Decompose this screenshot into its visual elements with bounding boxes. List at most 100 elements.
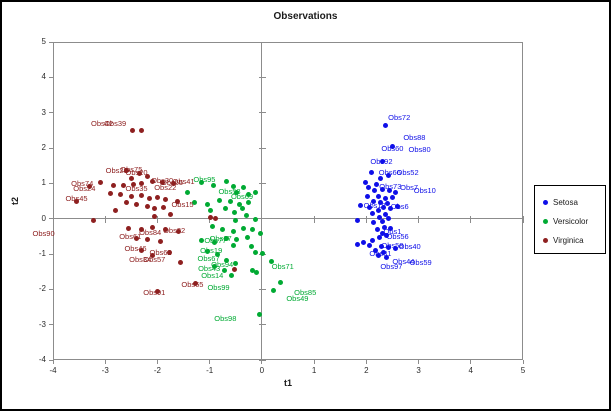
data-point-virginica[interactable]: [166, 250, 172, 256]
data-point-versicolor[interactable]: [256, 312, 262, 318]
data-point-setosa[interactable]: [374, 181, 380, 187]
data-point-virginica[interactable]: [139, 247, 145, 253]
data-point-virginica[interactable]: [118, 192, 124, 198]
data-point-versicolor[interactable]: [191, 200, 197, 206]
data-point-versicolor[interactable]: [230, 242, 236, 248]
data-point-virginica[interactable]: [113, 208, 119, 214]
data-point-versicolor[interactable]: [233, 217, 239, 223]
data-point-virginica[interactable]: [123, 200, 129, 206]
data-point-virginica[interactable]: [128, 175, 134, 181]
data-point-virginica[interactable]: [149, 179, 155, 185]
data-point-virginica[interactable]: [231, 267, 237, 273]
data-point-versicolor[interactable]: [248, 244, 254, 250]
data-point-setosa[interactable]: [374, 227, 380, 233]
data-point-virginica[interactable]: [161, 204, 167, 210]
data-point-versicolor[interactable]: [199, 180, 205, 186]
data-point-virginica[interactable]: [151, 214, 157, 220]
legend-item-virginica[interactable]: Virginica: [543, 231, 605, 250]
data-point-setosa[interactable]: [388, 226, 394, 232]
data-point-versicolor[interactable]: [211, 182, 217, 188]
data-point-virginica[interactable]: [110, 182, 116, 188]
data-point-virginica[interactable]: [90, 218, 96, 224]
data-point-setosa[interactable]: [388, 206, 394, 212]
data-point-versicolor[interactable]: [234, 189, 240, 195]
data-point-virginica[interactable]: [152, 206, 158, 212]
data-point-setosa[interactable]: [366, 185, 372, 191]
data-point-setosa[interactable]: [383, 123, 389, 129]
data-point-versicolor[interactable]: [234, 236, 240, 242]
data-point-versicolor[interactable]: [216, 197, 222, 203]
data-point-virginica[interactable]: [174, 199, 180, 205]
data-point-virginica[interactable]: [107, 190, 113, 196]
data-point-virginica[interactable]: [208, 215, 214, 221]
data-point-versicolor[interactable]: [239, 206, 245, 212]
data-point-virginica[interactable]: [162, 196, 168, 202]
data-point-virginica[interactable]: [170, 180, 176, 186]
data-point-setosa[interactable]: [384, 233, 390, 239]
data-point-versicolor[interactable]: [223, 179, 229, 185]
data-point-versicolor[interactable]: [229, 273, 235, 279]
data-point-virginica[interactable]: [123, 168, 129, 174]
data-point-versicolor[interactable]: [249, 268, 255, 274]
data-point-versicolor[interactable]: [230, 183, 236, 189]
data-point-versicolor[interactable]: [230, 228, 236, 234]
data-point-versicolor[interactable]: [243, 213, 249, 219]
data-point-setosa[interactable]: [380, 187, 386, 193]
data-point-versicolor[interactable]: [228, 199, 234, 205]
data-point-versicolor[interactable]: [204, 248, 210, 254]
data-point-setosa[interactable]: [390, 144, 396, 150]
data-point-versicolor[interactable]: [249, 227, 255, 233]
data-point-setosa[interactable]: [385, 173, 391, 179]
data-point-setosa[interactable]: [363, 180, 369, 186]
data-point-setosa[interactable]: [378, 244, 384, 250]
data-point-versicolor[interactable]: [220, 226, 226, 232]
data-point-versicolor[interactable]: [241, 226, 247, 232]
data-point-setosa[interactable]: [366, 243, 372, 249]
data-point-versicolor[interactable]: [212, 240, 218, 246]
data-point-versicolor[interactable]: [258, 231, 264, 236]
data-point-virginica[interactable]: [121, 182, 126, 188]
legend-item-versicolor[interactable]: Versicolor: [543, 212, 605, 231]
data-point-setosa[interactable]: [370, 199, 376, 205]
data-point-versicolor[interactable]: [246, 200, 252, 206]
data-point-virginica[interactable]: [138, 128, 144, 134]
data-point-versicolor[interactable]: [223, 235, 229, 241]
data-point-virginica[interactable]: [213, 216, 219, 222]
data-point-versicolor[interactable]: [204, 202, 210, 208]
data-point-setosa[interactable]: [385, 216, 391, 222]
data-point-versicolor[interactable]: [185, 189, 191, 195]
data-point-virginica[interactable]: [178, 260, 184, 266]
data-point-setosa[interactable]: [381, 205, 387, 211]
data-point-virginica[interactable]: [131, 181, 137, 187]
data-point-virginica[interactable]: [74, 198, 79, 204]
data-point-virginica[interactable]: [139, 180, 145, 186]
data-point-virginica[interactable]: [129, 128, 135, 134]
data-point-versicolor[interactable]: [271, 287, 277, 293]
data-point-versicolor[interactable]: [233, 261, 239, 267]
data-point-versicolor[interactable]: [208, 208, 214, 214]
data-point-virginica[interactable]: [136, 170, 142, 176]
data-point-virginica[interactable]: [144, 174, 150, 180]
data-point-setosa[interactable]: [383, 255, 389, 261]
data-point-versicolor[interactable]: [221, 268, 227, 274]
data-point-virginica[interactable]: [149, 225, 155, 230]
data-point-setosa[interactable]: [378, 200, 384, 206]
data-point-setosa[interactable]: [354, 218, 360, 224]
data-point-versicolor[interactable]: [252, 250, 258, 256]
legend-item-setosa[interactable]: Setosa: [543, 193, 605, 212]
data-point-versicolor[interactable]: [223, 257, 229, 263]
data-point-setosa[interactable]: [380, 158, 386, 164]
data-point-versicolor[interactable]: [212, 263, 218, 269]
data-point-versicolor[interactable]: [246, 192, 252, 198]
data-point-virginica[interactable]: [149, 253, 155, 259]
data-point-versicolor[interactable]: [215, 252, 220, 258]
data-point-virginica[interactable]: [139, 227, 145, 233]
data-point-virginica[interactable]: [134, 202, 140, 208]
data-point-setosa[interactable]: [369, 211, 375, 217]
data-point-versicolor[interactable]: [241, 185, 247, 191]
data-point-setosa[interactable]: [370, 220, 376, 226]
data-point-versicolor[interactable]: [268, 259, 274, 265]
data-point-setosa[interactable]: [383, 196, 389, 202]
data-point-virginica[interactable]: [97, 180, 103, 186]
data-point-setosa[interactable]: [376, 235, 382, 241]
